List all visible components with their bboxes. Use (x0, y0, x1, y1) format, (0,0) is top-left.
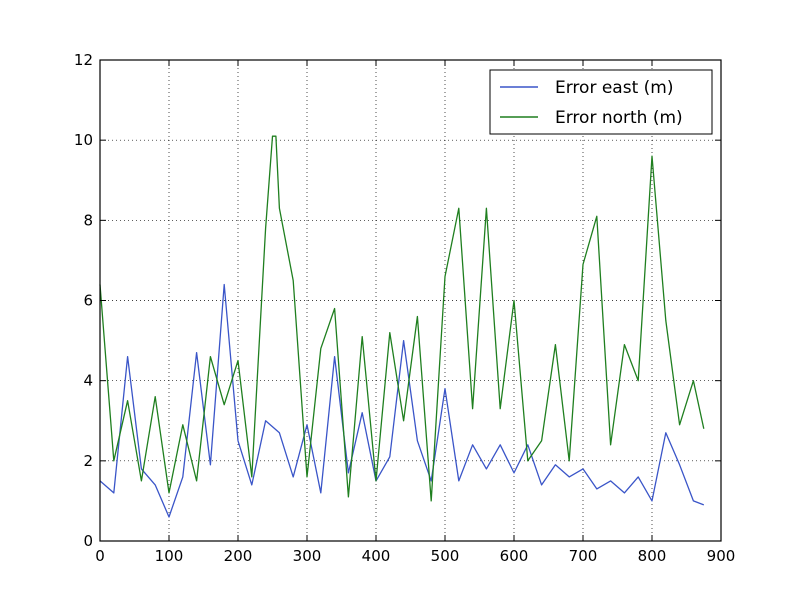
y-tick-label: 6 (83, 292, 93, 310)
legend-box (489, 69, 713, 135)
x-tick-label: 600 (500, 547, 529, 565)
x-tick-label: 500 (431, 547, 460, 565)
legend-label-north: Error north (m) (555, 108, 683, 128)
legend: Error east (m) Error north (m) (489, 69, 713, 135)
series-line-north (99, 135, 705, 502)
axis-ticks: 0 100 200 300 400 500 600 700 800 900 0 2 4 6 8 10 12 (74, 51, 735, 565)
x-tick-label: 700 (569, 547, 598, 565)
y-tick-label: 12 (74, 51, 93, 69)
series-line-east (99, 283, 705, 518)
series-layer (99, 135, 705, 518)
x-tick-label: 0 (95, 547, 105, 565)
y-tick-label: 4 (83, 372, 93, 390)
y-tick-label: 8 (83, 211, 93, 229)
x-tick-label: 900 (707, 547, 736, 565)
x-tick-label: 400 (362, 547, 391, 565)
x-tick-label: 800 (638, 547, 667, 565)
x-tick-label: 300 (293, 547, 322, 565)
y-tick-label: 10 (74, 131, 93, 149)
x-tick-label: 100 (155, 547, 184, 565)
y-tick-label: 2 (83, 452, 93, 470)
legend-label-east: Error east (m) (555, 78, 673, 98)
y-tick-label: 0 (83, 532, 93, 550)
x-tick-label: 200 (224, 547, 253, 565)
